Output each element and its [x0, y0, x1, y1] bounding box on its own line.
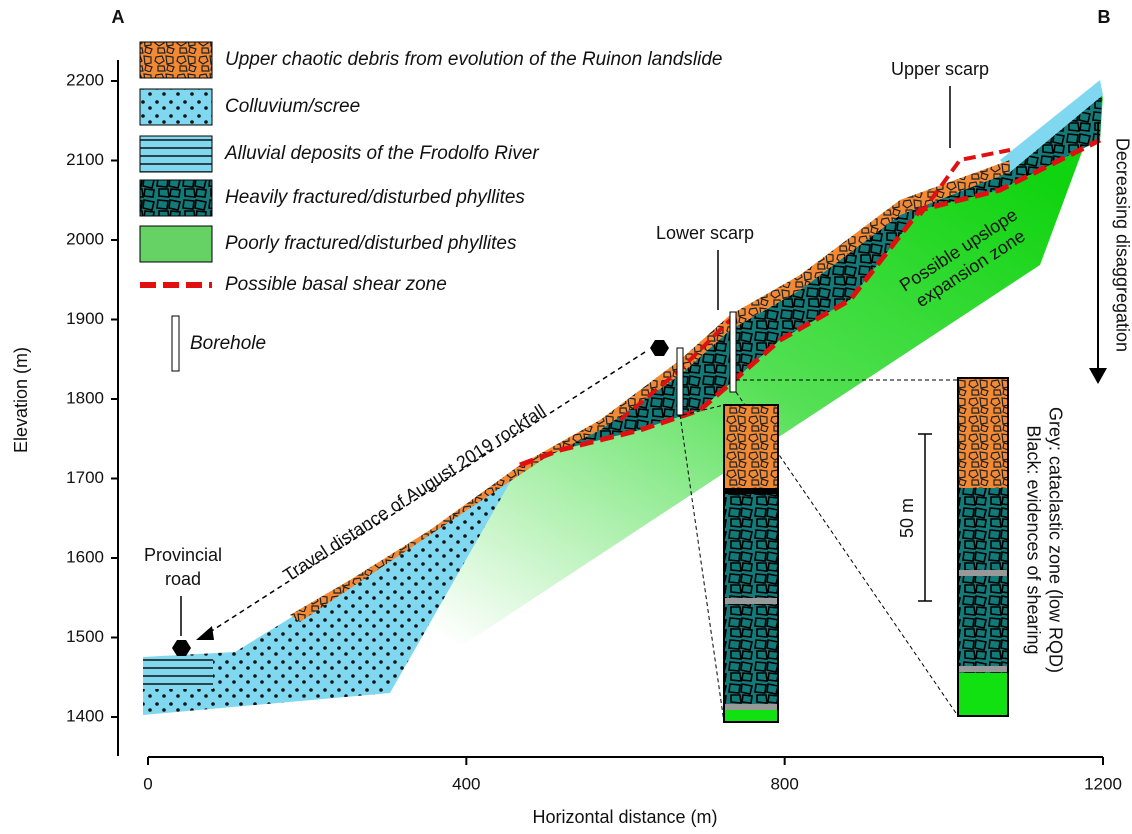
legend-label: Borehole: [190, 333, 266, 354]
legend-label: Heavily fractured/disturbed phyllites: [225, 187, 525, 208]
x-tick-label: 400: [452, 774, 480, 793]
label: Decreasing disaggregation: [1112, 138, 1132, 352]
corner-label: A: [112, 7, 125, 27]
y-tick-label: 2100: [66, 150, 104, 169]
legend-label: Upper chaotic debris from evolution of t…: [225, 49, 722, 70]
y-tick-label: 1800: [66, 388, 104, 407]
legend-label: Colluvium/scree: [225, 96, 360, 117]
legend-label: Alluvial deposits of the Frodolfo River: [224, 143, 539, 164]
legend-label: Poorly fractured/disturbed phyllites: [225, 233, 517, 254]
axis-title: Elevation (m): [11, 347, 31, 453]
y-tick-label: 1700: [66, 468, 104, 487]
label: Lower scarp: [656, 223, 754, 243]
label: Grey: cataclastic zone (low RQD): [1045, 407, 1065, 673]
y-tick-label: 1400: [66, 706, 104, 725]
x-tick-label: 800: [770, 774, 798, 793]
y-tick-label: 1600: [66, 547, 104, 566]
label: Upper scarp: [891, 59, 989, 79]
x-tick-label: 0: [143, 774, 152, 793]
corner-label: B: [1098, 7, 1111, 27]
label: Black: evidences of shearing: [1023, 425, 1043, 654]
legend-label: Possible basal shear zone: [225, 274, 447, 295]
y-tick-label: 1900: [66, 309, 104, 328]
scale-label: 50 m: [897, 498, 917, 538]
y-tick-label: 2000: [66, 229, 104, 248]
geology: [143, 80, 1107, 722]
legend: Upper chaotic debris from evolution of t…: [140, 42, 722, 371]
axis-title: Horizontal distance (m): [532, 807, 717, 827]
cross-section: Upper chaotic debris from evolution of t…: [0, 0, 1132, 834]
y-tick-label: 1500: [66, 627, 104, 646]
x-tick-label: 1200: [1084, 774, 1122, 793]
y-tick-label: 2200: [66, 70, 104, 89]
